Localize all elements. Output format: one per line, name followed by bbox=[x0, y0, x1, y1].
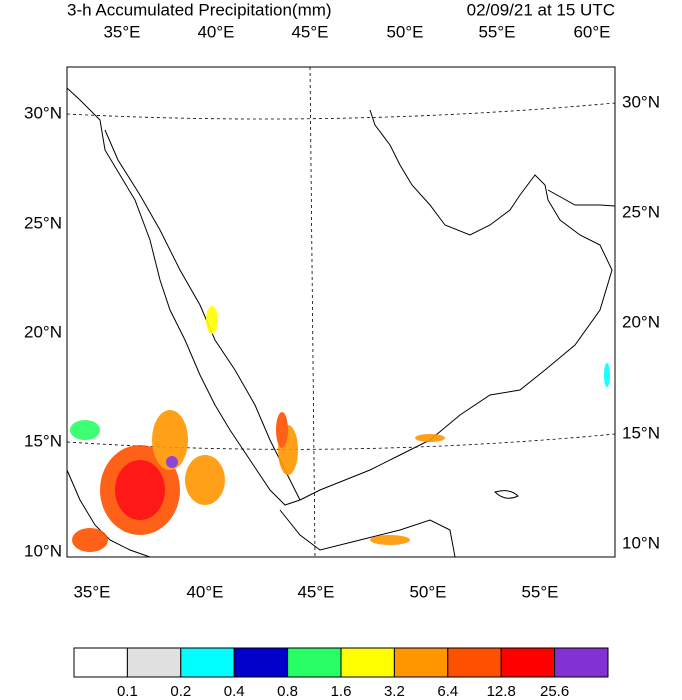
lat-label: 10°N bbox=[24, 541, 62, 560]
lon-label: 55°E bbox=[478, 22, 515, 41]
lat-label: 30°N bbox=[24, 103, 62, 122]
precip-area bbox=[166, 456, 178, 468]
precip-area bbox=[206, 306, 218, 334]
precip-area bbox=[72, 528, 108, 552]
lat-label: 20°N bbox=[622, 312, 660, 331]
colorbar-box bbox=[447, 647, 502, 678]
colorbar-box bbox=[126, 647, 182, 678]
lon-label: 60°E bbox=[573, 22, 610, 41]
precip-area bbox=[604, 363, 610, 387]
lat-label: 10°N bbox=[622, 533, 660, 552]
lon-label: 50°E bbox=[386, 22, 423, 41]
colorbar-box bbox=[393, 647, 449, 678]
lat-label: 15°N bbox=[24, 431, 62, 450]
colorbar-label: 0.1 bbox=[117, 683, 138, 700]
lon-label: 50°E bbox=[409, 582, 446, 601]
colorbar: 0.1 0.2 0.4 0.8 1.6 3.2 6.4 12.8 25.6 bbox=[73, 647, 609, 700]
precip-area bbox=[415, 434, 445, 442]
colorbar-label: 0.2 bbox=[170, 683, 191, 700]
colorbar-label: 1.6 bbox=[331, 683, 352, 700]
lat-label: 30°N bbox=[622, 92, 660, 111]
precip-area bbox=[276, 412, 288, 448]
colorbar-box bbox=[73, 647, 128, 678]
precip-area bbox=[70, 420, 100, 440]
precip-area bbox=[185, 455, 225, 505]
map-title: 3-h Accumulated Precipitation(mm) bbox=[67, 0, 332, 19]
lon-label: 40°E bbox=[186, 582, 223, 601]
colorbar-label: 0.8 bbox=[277, 683, 298, 700]
precip-area bbox=[152, 410, 188, 470]
map-area bbox=[66, 66, 616, 558]
lat-label: 15°N bbox=[622, 423, 660, 442]
island bbox=[494, 490, 519, 499]
lon-label: 45°E bbox=[297, 582, 334, 601]
lat-label: 25°N bbox=[622, 202, 660, 221]
colorbar-box bbox=[554, 647, 609, 678]
precipitation-areas bbox=[70, 306, 610, 552]
colorbar-label: 3.2 bbox=[384, 683, 405, 700]
lon-label: 55°E bbox=[521, 582, 558, 601]
colorbar-label: 6.4 bbox=[437, 683, 458, 700]
colorbar-label: 25.6 bbox=[540, 683, 569, 700]
lon-label: 35°E bbox=[103, 22, 140, 41]
colorbar-box bbox=[500, 647, 556, 678]
colorbar-label: 0.4 bbox=[224, 683, 245, 700]
lon-label: 35°E bbox=[73, 582, 110, 601]
valid-time: 02/09/21 at 15 UTC bbox=[467, 0, 615, 19]
colorbar-box bbox=[340, 647, 395, 678]
colorbar-box bbox=[233, 647, 289, 678]
colorbar-box bbox=[287, 647, 342, 678]
colorbar-label: 12.8 bbox=[487, 683, 516, 700]
coastline bbox=[279, 509, 456, 558]
lon-label: 40°E bbox=[197, 22, 234, 41]
lat-label: 20°N bbox=[24, 322, 62, 341]
lat-label: 25°N bbox=[24, 213, 62, 232]
precip-area bbox=[370, 535, 410, 545]
meridian bbox=[309, 66, 316, 558]
coastline bbox=[66, 87, 613, 506]
precip-area bbox=[115, 460, 165, 520]
coastline bbox=[547, 189, 616, 207]
colorbar-box bbox=[180, 647, 235, 678]
lon-label: 45°E bbox=[291, 22, 328, 41]
